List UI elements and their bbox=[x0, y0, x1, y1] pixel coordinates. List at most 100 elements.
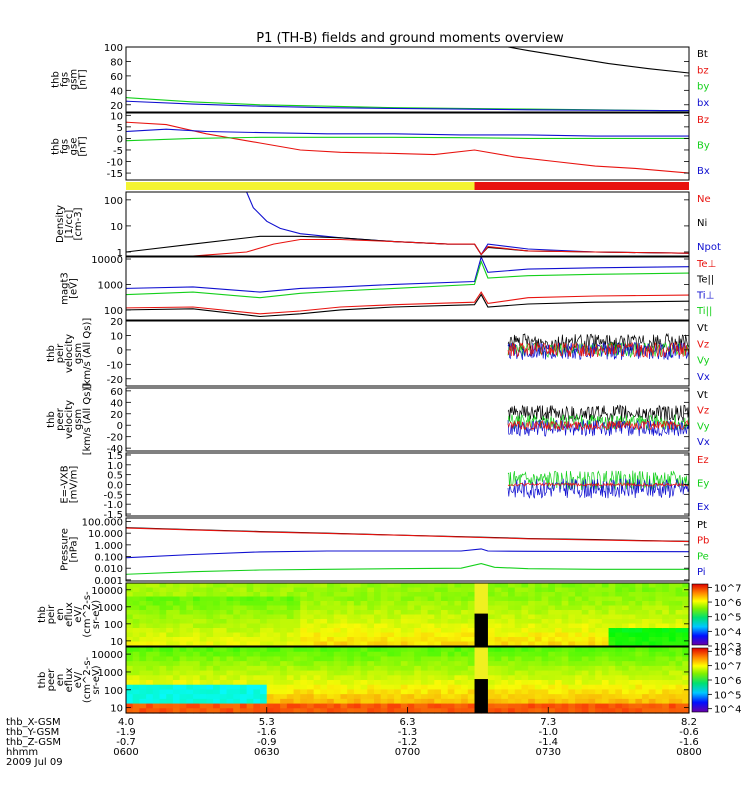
heatmap-cell bbox=[400, 641, 409, 647]
heatmap-cell bbox=[461, 587, 469, 593]
heatmap-cell bbox=[246, 587, 254, 593]
heatmap-cell bbox=[146, 605, 154, 611]
heatmap-cell bbox=[561, 665, 569, 672]
heatmap-cell bbox=[568, 694, 576, 700]
heatmap-cell bbox=[554, 708, 563, 714]
heatmap-cell bbox=[380, 641, 388, 647]
y-axis-label-line: [nT] bbox=[78, 69, 89, 89]
heatmap-cell bbox=[655, 610, 663, 616]
heatmap-cell bbox=[528, 684, 536, 691]
heatmap-cell bbox=[554, 680, 563, 686]
heatmap-cell bbox=[327, 614, 335, 620]
y-axis-label: magt3[eV] bbox=[60, 272, 80, 305]
heatmap-cell bbox=[568, 610, 576, 616]
heatmap-cell bbox=[668, 661, 677, 667]
heatmap-cell bbox=[568, 623, 576, 629]
legend-entry: Ti⊥ bbox=[696, 290, 714, 301]
heatmap-cell bbox=[380, 601, 388, 607]
heatmap-cell bbox=[193, 637, 201, 643]
heatmap-cell bbox=[655, 684, 663, 691]
heatmap-cell bbox=[126, 632, 134, 638]
heatmap-cell bbox=[246, 628, 254, 634]
heatmap-cell bbox=[548, 703, 556, 709]
heatmap-cell bbox=[682, 647, 690, 653]
heatmap-cell bbox=[394, 619, 402, 625]
heatmap-cell bbox=[467, 656, 476, 662]
heatmap-cell bbox=[306, 587, 315, 593]
heatmap-cell bbox=[166, 651, 174, 658]
heatmap-cell bbox=[159, 675, 167, 681]
heatmap-cell bbox=[581, 661, 590, 667]
heatmap-cell bbox=[333, 703, 342, 709]
heatmap-cell bbox=[588, 708, 596, 714]
heatmap-cell bbox=[253, 665, 261, 672]
heatmap-cell bbox=[387, 587, 395, 593]
heatmap-cell bbox=[219, 596, 228, 602]
heatmap-cell bbox=[340, 708, 348, 714]
heatmap-cell bbox=[400, 708, 409, 714]
heatmap-cell bbox=[367, 698, 375, 705]
heatmap-cell bbox=[380, 680, 388, 686]
heatmap-cell bbox=[360, 680, 368, 686]
heatmap-cell bbox=[206, 623, 214, 629]
heatmap-cell bbox=[528, 605, 536, 611]
heatmap-cell bbox=[300, 614, 308, 620]
heatmap-cell bbox=[554, 583, 563, 589]
heatmap-cell bbox=[206, 601, 214, 607]
heatmap-cell bbox=[132, 684, 140, 691]
heatmap-cell bbox=[494, 641, 502, 647]
heatmap-cell bbox=[561, 651, 569, 658]
heatmap-cell bbox=[280, 628, 288, 634]
heatmap-cell bbox=[668, 647, 677, 653]
heatmap-cell bbox=[273, 632, 281, 638]
legend-entry: Vz bbox=[697, 406, 709, 417]
heatmap-cell bbox=[662, 592, 670, 598]
heatmap-cell bbox=[172, 637, 181, 643]
heatmap-cell bbox=[508, 661, 516, 667]
x-tick-label: -0.9 bbox=[257, 737, 277, 748]
heatmap-cell bbox=[628, 601, 636, 607]
y-tick-label: 0.5 bbox=[107, 471, 123, 482]
heatmap-cell bbox=[367, 703, 375, 709]
heatmap-cell bbox=[260, 656, 268, 662]
heatmap-cell bbox=[206, 680, 214, 686]
y-axis-label-line: [eV] bbox=[69, 278, 80, 299]
heatmap-cell bbox=[293, 623, 301, 629]
heatmap-cell bbox=[601, 610, 610, 616]
heatmap-cell bbox=[380, 670, 388, 676]
heatmap-cell bbox=[635, 632, 643, 638]
heatmap-cell bbox=[420, 651, 429, 658]
heatmap-cell bbox=[146, 623, 154, 629]
heatmap-cell bbox=[487, 708, 496, 714]
heatmap-cell bbox=[380, 689, 388, 695]
heatmap-cell bbox=[360, 641, 368, 647]
heatmap-cell bbox=[682, 665, 690, 672]
x-axis-row-label: thb_X-GSM bbox=[6, 717, 61, 728]
heatmap-cell bbox=[668, 583, 677, 589]
heatmap-cell bbox=[588, 614, 596, 620]
heatmap-cell bbox=[233, 610, 241, 616]
heatmap-cell bbox=[668, 689, 677, 695]
heatmap-cell bbox=[668, 614, 677, 620]
heatmap-cell bbox=[246, 675, 254, 681]
heatmap-cell bbox=[373, 610, 382, 616]
heatmap-cell bbox=[642, 665, 650, 672]
heatmap-cell bbox=[193, 689, 201, 695]
heatmap-cell bbox=[239, 647, 248, 653]
heatmap-cell bbox=[427, 647, 435, 653]
heatmap-cell bbox=[226, 628, 234, 634]
heatmap-cell bbox=[152, 661, 161, 667]
heatmap-cell bbox=[260, 694, 268, 700]
heatmap-cell bbox=[233, 708, 241, 714]
heatmap-cell bbox=[213, 670, 221, 676]
heatmap-cell bbox=[246, 656, 254, 662]
y-axis: 1.51.00.50.0-0.5-1.0-1.5 bbox=[103, 451, 689, 521]
heatmap-cell bbox=[172, 583, 181, 589]
heatmap-cell bbox=[575, 675, 583, 681]
heatmap-cell bbox=[501, 641, 509, 647]
heatmap-cell bbox=[340, 587, 348, 593]
heatmap-cell bbox=[548, 656, 556, 662]
heatmap-cell bbox=[226, 694, 234, 700]
heatmap-cell bbox=[199, 684, 208, 691]
heatmap-cell bbox=[152, 665, 161, 672]
